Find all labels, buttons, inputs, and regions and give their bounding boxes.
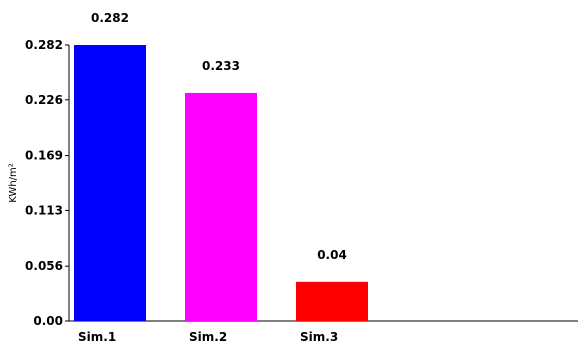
y-axis: 0.00 0.056 0.113 0.169 0.226 0.282 KWh/m² [8, 38, 70, 328]
y-tick-label: 0.056 [25, 259, 63, 273]
x-tick-label: Sim.3 [300, 330, 338, 344]
y-tick-label: 0.00 [33, 314, 63, 328]
y-tick-label: 0.169 [25, 149, 63, 163]
y-axis-title: KWh/m² [8, 163, 19, 203]
bar-sim-2 [185, 92, 257, 321]
bar-sim-3 [296, 281, 368, 321]
x-axis: Sim.1 Sim.2 Sim.3 [69, 320, 578, 344]
bar-value-label: 0.233 [202, 59, 240, 73]
y-tick-label: 0.282 [25, 38, 63, 52]
bars [74, 45, 368, 321]
bar-value-label: 0.282 [91, 11, 129, 25]
x-tick-labels: Sim.1 Sim.2 Sim.3 [78, 330, 338, 344]
y-ticks: 0.00 0.056 0.113 0.169 0.226 0.282 [25, 38, 69, 328]
y-tick-label: 0.226 [25, 93, 63, 107]
value-labels: 0.282 0.233 0.04 [91, 11, 347, 262]
x-tick-label: Sim.2 [189, 330, 227, 344]
bar-value-label: 0.04 [317, 248, 347, 262]
bar-sim-1 [74, 45, 146, 321]
x-tick-label: Sim.1 [78, 330, 116, 344]
y-tick-label: 0.113 [25, 203, 63, 217]
